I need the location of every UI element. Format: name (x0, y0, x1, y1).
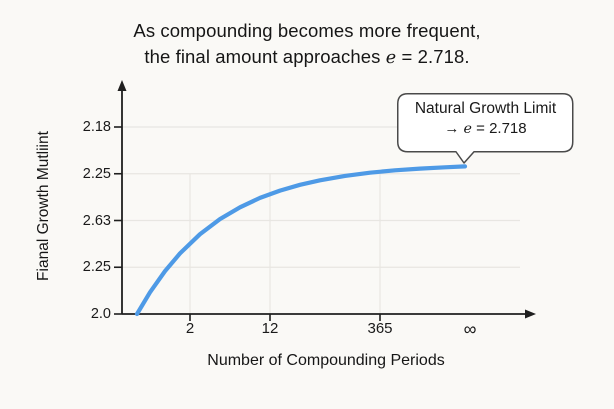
y-tick-label: 2.25 (82, 165, 111, 182)
y-tick-label: 2.63 (82, 212, 111, 229)
x-tick-label: ∞ (463, 319, 477, 339)
x-axis-arrowhead (525, 309, 536, 319)
title-e-symbol: e (385, 48, 397, 68)
y-tick-label: 2.25 (82, 259, 111, 276)
y-tick-label: 2.18 (82, 119, 111, 135)
callout-arrow-glyph: → (444, 120, 464, 137)
x-tick-label: 2 (185, 320, 195, 337)
chart-title: As compounding becomes more frequent, th… (0, 18, 614, 71)
growth-curve (134, 164, 468, 317)
x-axis-label: Number of Compounding Periods (207, 352, 445, 369)
callout-line2: → e = 2.718 (398, 119, 573, 139)
chart-title-line1: As compounding becomes more frequent, (133, 20, 481, 41)
callout-e-symbol: e (463, 121, 472, 137)
title-line2-post: = 2.718. (396, 46, 470, 67)
x-tick-label: 12 (261, 320, 279, 337)
chart-title-line2: the final amount approaches e = 2.718. (0, 44, 614, 71)
title-line2-pre: the final amount approaches (144, 46, 386, 67)
callout-bubble-text: Natural Growth Limit → e = 2.718 (398, 99, 573, 139)
callout-line1: Natural Growth Limit (414, 100, 557, 117)
callout-value: = 2.718 (471, 120, 527, 137)
x-tick-label: 365 (367, 320, 393, 337)
y-axis-arrowhead (117, 80, 127, 91)
y-tick-label: 2.0 (90, 306, 111, 322)
callout-bubble (397, 93, 574, 164)
y-axis-label: Fianal Growth Mutliint (35, 131, 52, 281)
